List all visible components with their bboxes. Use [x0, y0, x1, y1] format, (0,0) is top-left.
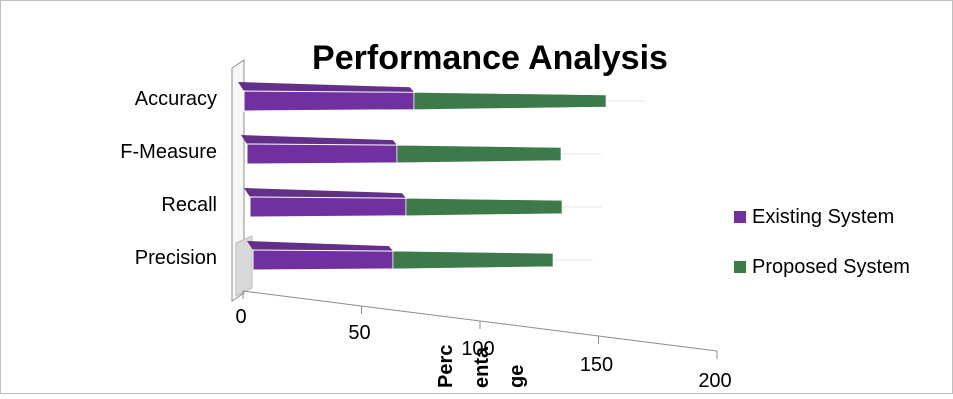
legend: Existing System Proposed System — [734, 206, 910, 278]
category-label: F-Measure — [120, 141, 217, 163]
category-label: Precision — [135, 247, 217, 269]
bar-proposed-system — [392, 250, 554, 270]
bar-proposed-system — [396, 144, 562, 164]
legend-label: Existing System — [752, 206, 894, 228]
bar-proposed-system — [405, 197, 563, 217]
base-shadow — [235, 235, 253, 297]
x-tick-label: 100 — [461, 338, 494, 360]
x-tick-label: 0 — [235, 306, 246, 328]
back-wall — [231, 59, 253, 302]
bar-top-existing — [241, 135, 397, 146]
category-label: Accuracy — [135, 88, 217, 110]
bar-existing-system — [243, 90, 415, 112]
bar-existing-system — [252, 249, 394, 271]
legend-swatch — [734, 261, 746, 273]
x-axis-title-line: enta — [471, 346, 493, 388]
x-tick-label: 50 — [348, 322, 370, 344]
bar-existing-system — [246, 143, 398, 165]
x-axis-title-line: ge — [506, 365, 528, 388]
x-axis-title: Perc enta ge — [435, 345, 528, 388]
bars-group — [238, 82, 646, 271]
bar-top-existing — [247, 241, 393, 252]
x-tick-label: 150 — [580, 354, 613, 376]
bar-proposed-system — [413, 92, 607, 110]
legend-swatch — [734, 211, 746, 223]
bar-top-existing — [244, 188, 406, 199]
x-axis-title-line: Perc — [435, 345, 457, 388]
x-axis: 0 50 100 150 200 — [235, 290, 732, 392]
bar-existing-system — [249, 196, 407, 218]
x-tick-label: 200 — [698, 370, 731, 392]
y-axis: Precision Recall F-Measure Accuracy — [120, 88, 217, 269]
legend-label: Proposed System — [752, 256, 910, 278]
category-label: Recall — [161, 194, 217, 216]
bar-top-existing — [238, 82, 414, 93]
chart-title: Performance Analysis — [312, 39, 668, 77]
